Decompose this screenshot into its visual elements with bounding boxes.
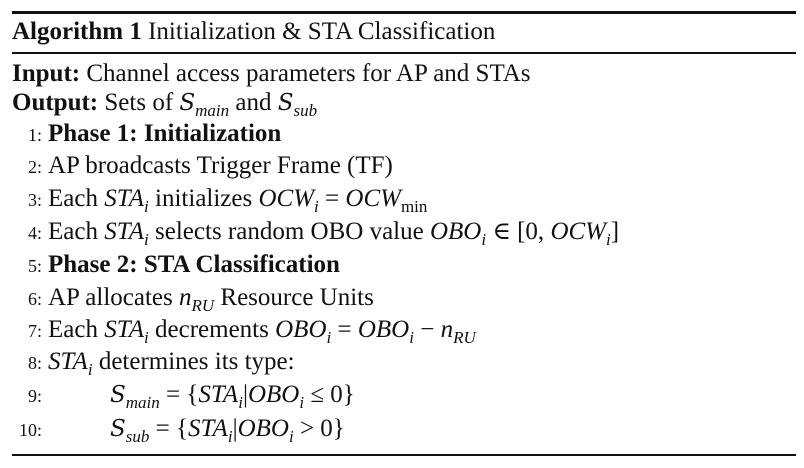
math-symbol: STA bbox=[48, 348, 88, 375]
math-symbol: STA bbox=[104, 316, 145, 343]
bottom-rule bbox=[12, 454, 796, 456]
line-number: 3: bbox=[27, 190, 42, 210]
text: AP allocates bbox=[48, 284, 179, 311]
line-number: 9: bbox=[27, 386, 42, 406]
algorithm-step: 10: Ssub = {STAi|OBOi > 0} bbox=[12, 414, 345, 452]
algorithm-step: 8: STAi determines its type: bbox=[12, 347, 295, 385]
line-number: 7: bbox=[27, 321, 42, 341]
calligraphic-set: S bbox=[277, 90, 294, 116]
text: AP broadcasts Trigger Frame (TF) bbox=[48, 152, 393, 179]
text: Each bbox=[48, 185, 105, 212]
text: Sets of bbox=[98, 89, 180, 116]
algorithm-step: 3: Each STAi initializes OCWi = OCWmin bbox=[12, 184, 427, 222]
subscript: main bbox=[195, 101, 230, 120]
text: − bbox=[413, 316, 441, 343]
subscript: i bbox=[144, 230, 149, 249]
math-symbol: OBO bbox=[237, 415, 289, 442]
text: decrements bbox=[148, 316, 276, 343]
text: | bbox=[242, 381, 248, 408]
subscript: main bbox=[125, 393, 160, 412]
subscript: i bbox=[314, 197, 319, 216]
math-symbol: OCW bbox=[550, 218, 606, 245]
subscript: i bbox=[288, 427, 294, 446]
math-symbol: STA bbox=[188, 415, 228, 442]
line-number: 5: bbox=[27, 256, 42, 276]
bold-text: Input: bbox=[12, 60, 81, 87]
subscript: RU bbox=[191, 296, 215, 315]
subscript: i bbox=[144, 197, 149, 216]
input-line: Input: Channel access parameters for AP … bbox=[12, 59, 531, 89]
calligraphic-set: S bbox=[179, 90, 196, 116]
output-line: Output: Sets of Smain and Ssub bbox=[12, 88, 317, 126]
subscript: i bbox=[227, 427, 233, 446]
text: Channel access parameters for AP and STA… bbox=[80, 60, 531, 87]
subscript: i bbox=[238, 393, 243, 412]
math-symbol: OBO bbox=[429, 218, 482, 245]
subscript: i bbox=[144, 328, 149, 347]
text: Resource Units bbox=[214, 284, 374, 311]
algorithm-step: 7: Each STAi decrements OBOi = OBOi − nRU bbox=[12, 315, 476, 353]
math-symbol: STA bbox=[198, 381, 239, 408]
text: ∈ [0, bbox=[486, 218, 551, 245]
text: initializes bbox=[148, 185, 259, 212]
title-rule bbox=[12, 52, 796, 54]
math-symbol: OCW bbox=[345, 185, 401, 212]
subscript: RU bbox=[453, 328, 476, 347]
text: = bbox=[318, 185, 346, 212]
algorithm-step: 1: Phase 1: Initialization bbox=[12, 119, 281, 150]
algorithm-label: Algorithm 1 bbox=[12, 18, 142, 45]
text: selects random OBO value bbox=[148, 218, 430, 245]
algorithm-step: 4: Each STAi selects random OBO value OBO… bbox=[12, 217, 619, 255]
math-symbol: OCW bbox=[258, 185, 315, 212]
subscript: i bbox=[87, 360, 93, 379]
text: | bbox=[232, 415, 238, 442]
text: and bbox=[229, 89, 278, 116]
text: determines its type: bbox=[92, 348, 295, 375]
math-symbol: OBO bbox=[275, 316, 327, 343]
calligraphic-set: S bbox=[110, 382, 126, 408]
algorithm-step: 2: AP broadcasts Trigger Frame (TF) bbox=[12, 151, 393, 182]
line-number: 4: bbox=[27, 223, 42, 243]
math-symbol: OBO bbox=[247, 381, 300, 408]
line-number: 6: bbox=[27, 289, 42, 309]
subscript: i bbox=[299, 393, 305, 412]
text: = { bbox=[149, 415, 188, 442]
subscript: min bbox=[400, 197, 428, 216]
line-number: 10: bbox=[18, 420, 42, 440]
text: ] bbox=[610, 218, 620, 245]
line-number: 8: bbox=[27, 353, 42, 373]
algorithm-step: 6: AP allocates nRU Resource Units bbox=[12, 283, 374, 321]
subscript: sub bbox=[125, 427, 150, 446]
subscript: sub bbox=[293, 101, 318, 120]
calligraphic-set: S bbox=[110, 416, 126, 442]
line-number: 2: bbox=[27, 157, 42, 177]
subscript: i bbox=[481, 230, 487, 249]
math-symbol: STA bbox=[104, 218, 145, 245]
math-symbol: n bbox=[440, 316, 454, 343]
text: ≤ 0} bbox=[304, 381, 355, 408]
algorithm-name: Initialization & STA Classification bbox=[148, 18, 496, 45]
math-symbol: STA bbox=[104, 185, 145, 212]
line-number: 1: bbox=[27, 125, 42, 145]
bold-text: Phase 1: Initialization bbox=[48, 120, 282, 147]
subscript: i bbox=[409, 328, 414, 347]
algorithm-step: 5: Phase 2: STA Classification bbox=[12, 250, 340, 281]
text: = bbox=[331, 316, 358, 343]
bold-text: Output: bbox=[12, 89, 99, 116]
text: Each bbox=[48, 218, 105, 245]
bold-text: Phase 2: STA Classification bbox=[48, 251, 340, 278]
top-rule bbox=[12, 11, 796, 14]
text: Each bbox=[48, 316, 105, 343]
math-symbol: OBO bbox=[357, 316, 410, 343]
algorithm-step: 9: Smain = {STAi|OBOi ≤ 0} bbox=[12, 380, 355, 418]
text: > 0} bbox=[293, 415, 345, 442]
text: = { bbox=[159, 381, 199, 408]
subscript: i bbox=[326, 328, 332, 347]
math-symbol: n bbox=[178, 284, 192, 311]
subscript: i bbox=[606, 230, 611, 249]
algorithm-title: Algorithm 1 Initialization & STA Classif… bbox=[12, 17, 495, 47]
